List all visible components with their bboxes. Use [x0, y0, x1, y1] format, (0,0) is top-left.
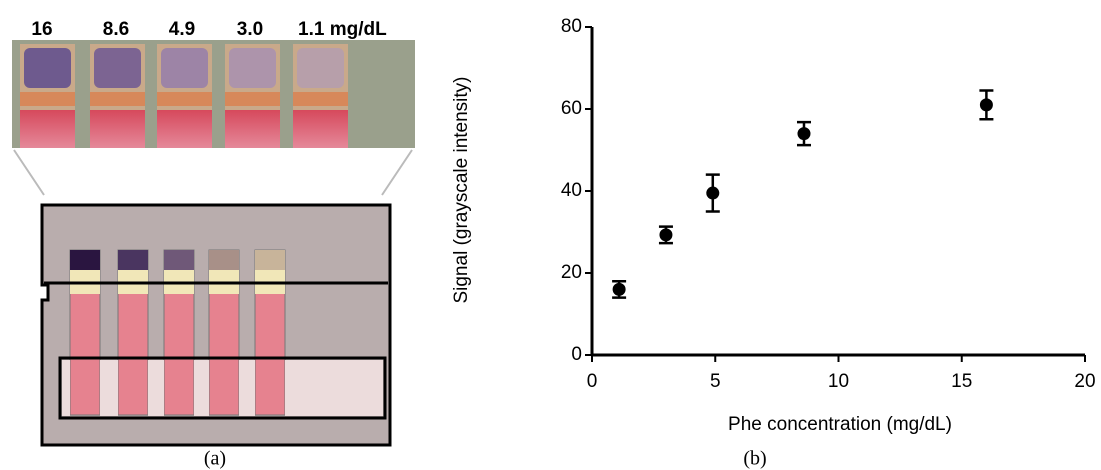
y-axis-label: Signal (grayscale intensity)	[451, 76, 472, 303]
strip	[293, 44, 348, 148]
photo-label: 16	[31, 19, 52, 40]
photo-label: 8.6	[103, 19, 129, 40]
y-tick-label: 80	[561, 16, 582, 37]
y-tick-label: 40	[561, 180, 582, 201]
photo	[12, 40, 415, 148]
point	[706, 186, 720, 200]
zoom-line	[381, 149, 413, 196]
point	[659, 228, 673, 242]
panel-caption: (b)	[743, 448, 766, 470]
strip	[90, 44, 145, 148]
y-tick-label: 20	[561, 262, 582, 283]
y-tick-label: 0	[571, 344, 582, 365]
point	[979, 98, 993, 112]
x-tick-label: 15	[951, 371, 972, 392]
x-tick-label: 5	[710, 371, 721, 392]
strip	[225, 44, 280, 148]
panel-caption: (a)	[204, 448, 226, 470]
point	[797, 127, 811, 141]
x-tick-label: 0	[587, 371, 598, 392]
y-tick-label: 60	[561, 98, 582, 119]
x-tick-label: 10	[828, 371, 849, 392]
zoom-line	[13, 149, 45, 196]
strip	[20, 44, 75, 148]
point	[612, 282, 626, 296]
strip	[157, 44, 212, 148]
photo-label: 4.9	[169, 19, 195, 40]
diagram	[40, 203, 392, 447]
photo-label: 1.1 mg/dL	[298, 19, 387, 40]
photo-label: 3.0	[237, 19, 263, 40]
x-tick-label: 20	[1074, 371, 1095, 392]
x-axis-label: Phe concentration (mg/dL)	[728, 414, 952, 435]
